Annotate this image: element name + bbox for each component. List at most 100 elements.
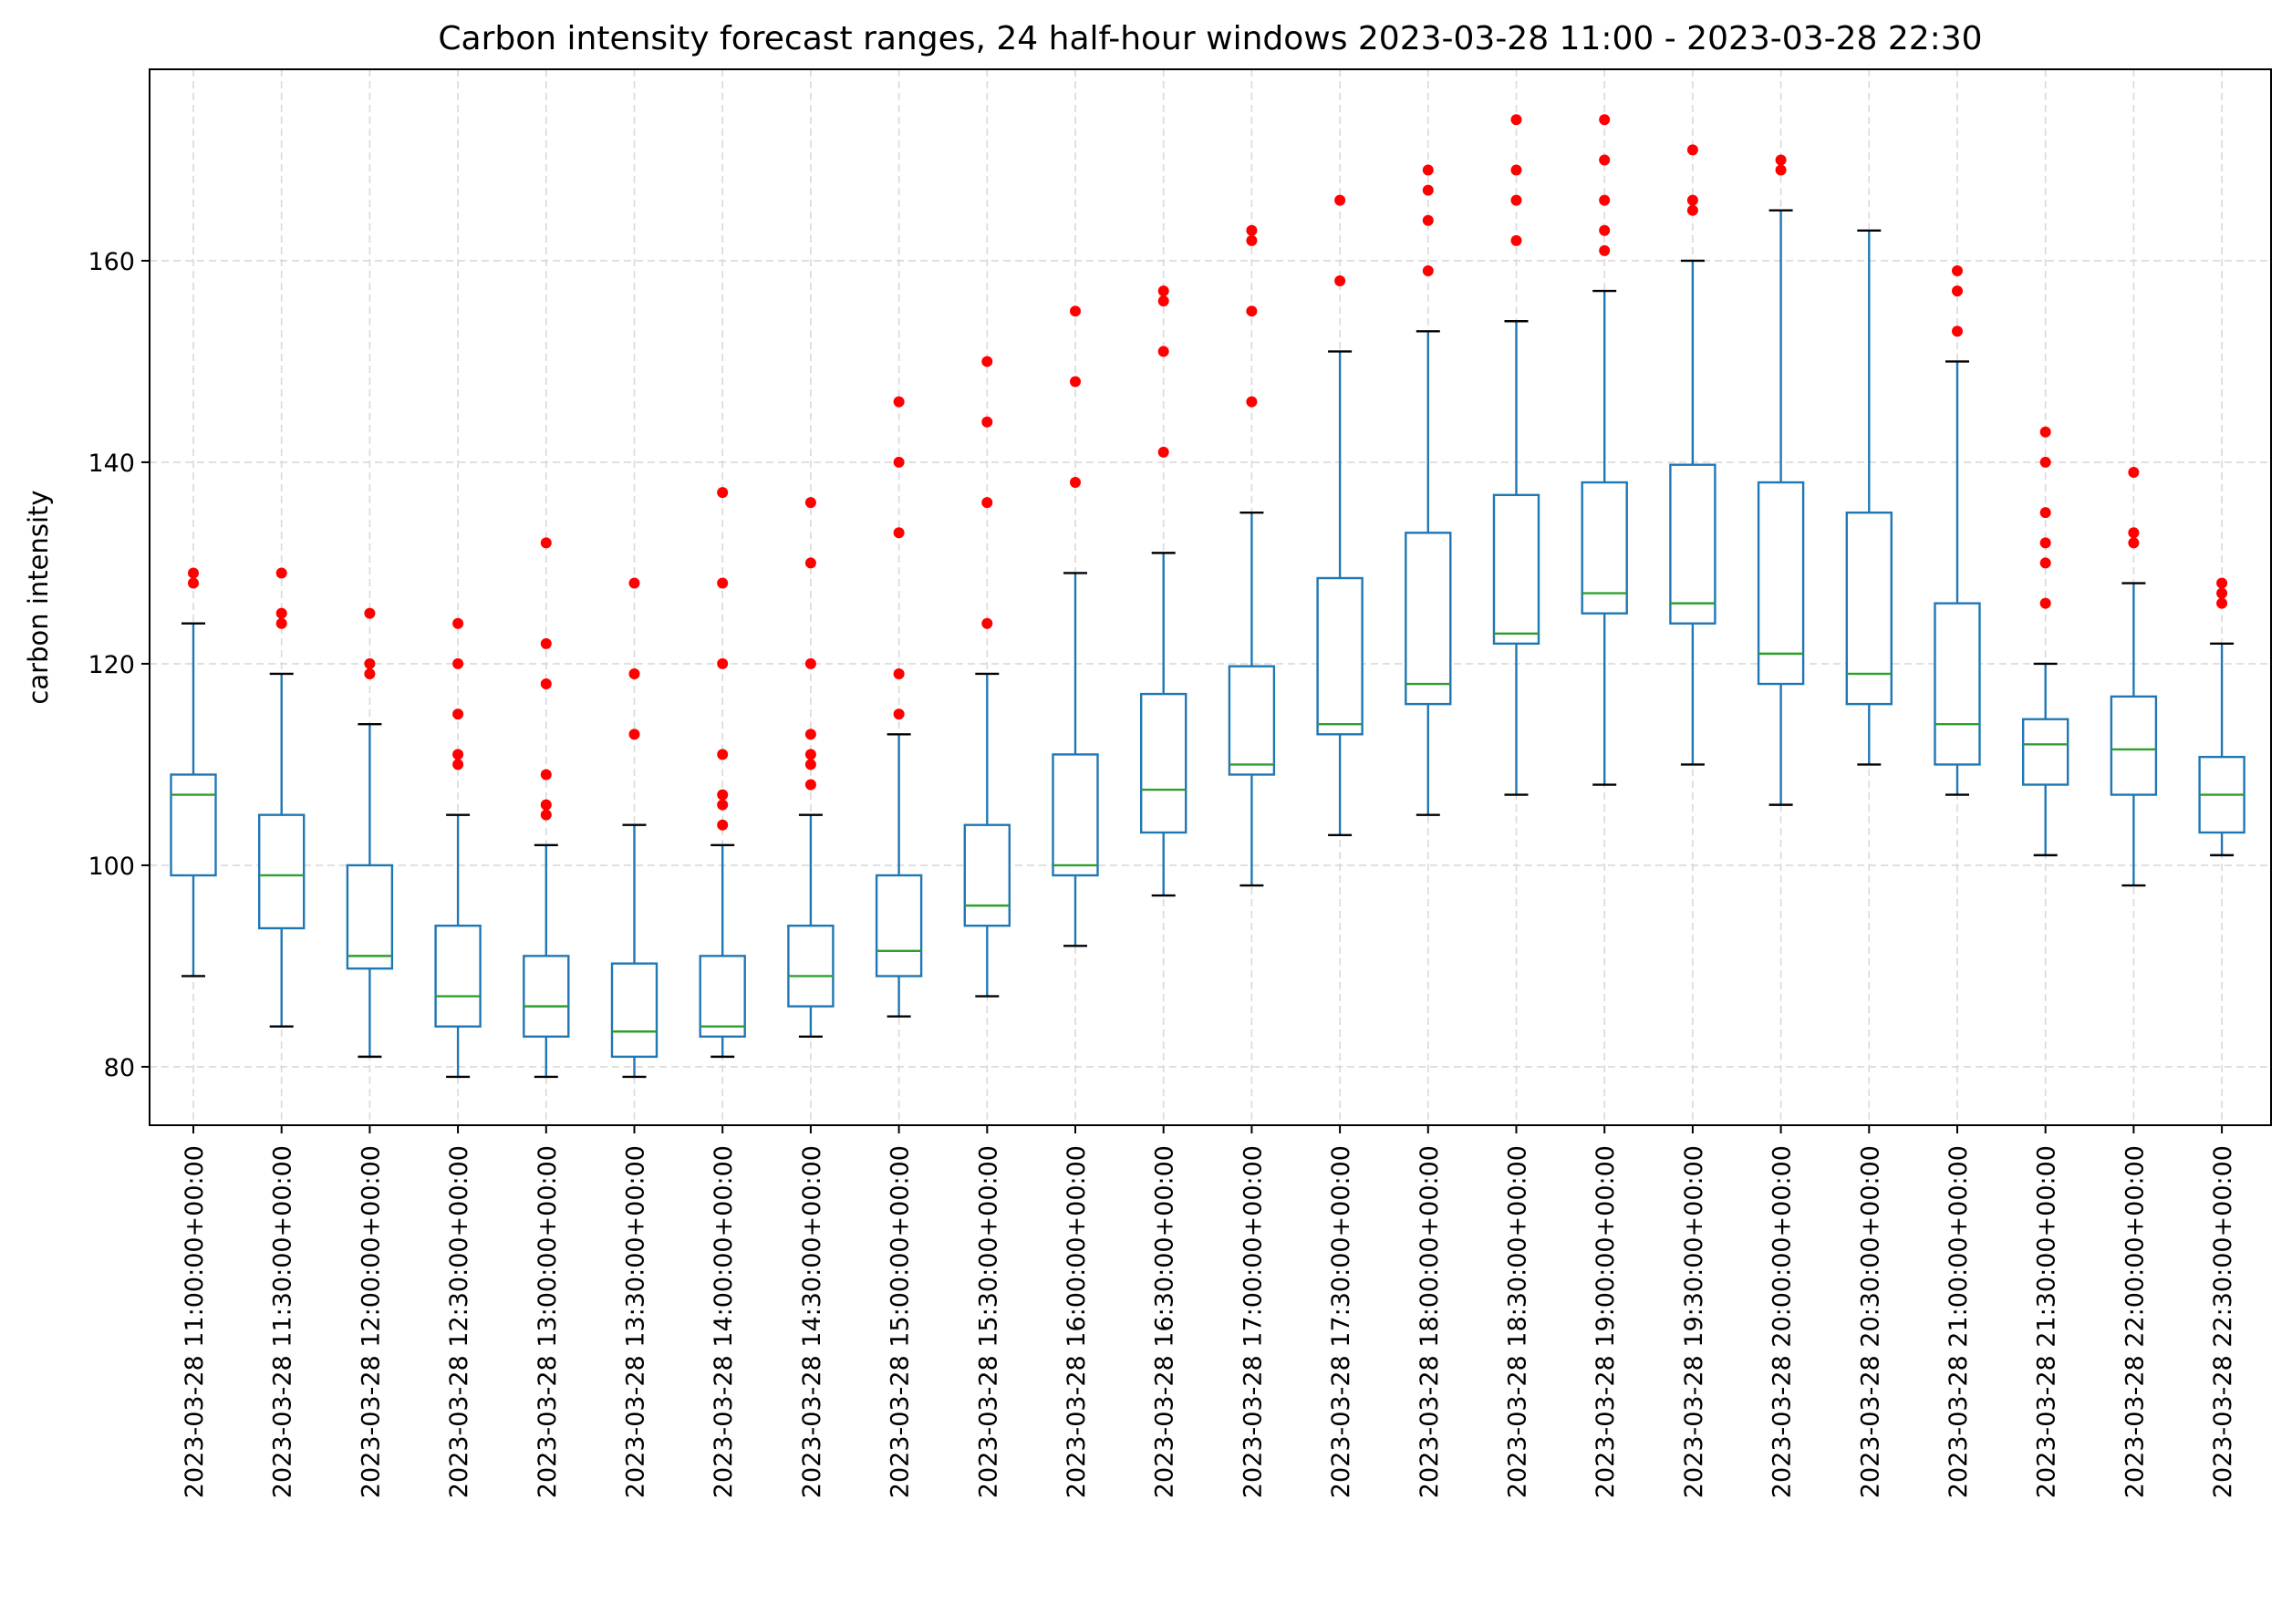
outlier-point bbox=[1775, 164, 1787, 176]
outlier-point bbox=[540, 537, 552, 549]
y-tick-label: 80 bbox=[104, 1054, 135, 1082]
iqr-box bbox=[787, 925, 835, 1008]
outlier-point bbox=[1952, 326, 1963, 337]
outlier-point bbox=[188, 577, 199, 589]
iqr-box bbox=[1934, 602, 1981, 766]
outlier-point bbox=[804, 779, 816, 791]
outlier-point bbox=[1510, 164, 1522, 176]
outlier-point bbox=[1599, 154, 1611, 166]
outlier-point bbox=[804, 497, 816, 509]
outlier-point bbox=[1334, 194, 1346, 206]
outlier-point bbox=[804, 657, 816, 669]
iqr-box bbox=[170, 773, 217, 877]
outlier-point bbox=[275, 567, 287, 579]
outlier-point bbox=[540, 799, 552, 811]
outlier-point bbox=[2039, 507, 2051, 519]
x-tick-label: 2023-03-28 16:30:00+00:00 bbox=[1151, 1145, 1179, 1498]
box-6 bbox=[610, 823, 659, 1079]
box-10 bbox=[963, 672, 1011, 998]
outlier-point bbox=[2039, 597, 2051, 609]
x-tick-label: 2023-03-28 16:00:00+00:00 bbox=[1063, 1145, 1091, 1498]
outlier-point bbox=[804, 749, 816, 760]
box-19 bbox=[1757, 209, 1805, 806]
box-14 bbox=[1316, 350, 1364, 836]
outlier-point bbox=[717, 799, 729, 811]
iqr-box bbox=[434, 925, 482, 1028]
outlier-point bbox=[1686, 144, 1698, 156]
outlier-point bbox=[2039, 456, 2051, 468]
outlier-point bbox=[1599, 194, 1611, 206]
outlier-point bbox=[628, 729, 640, 740]
outlier-point bbox=[1422, 214, 1434, 226]
outlier-point bbox=[1157, 446, 1169, 458]
outlier-point bbox=[540, 637, 552, 649]
outlier-point bbox=[1775, 154, 1787, 166]
iqr-box bbox=[523, 955, 570, 1038]
box-11 bbox=[1052, 572, 1099, 947]
x-tick-label: 2023-03-28 21:30:00+00:00 bbox=[2033, 1145, 2061, 1498]
x-tick-label: 2023-03-28 11:30:00+00:00 bbox=[269, 1145, 297, 1498]
box-18 bbox=[1669, 259, 1716, 766]
x-tick-label: 2023-03-28 18:30:00+00:00 bbox=[1504, 1145, 1532, 1498]
box-2 bbox=[258, 672, 306, 1028]
chart-title: Carbon intensity forecast ranges, 24 hal… bbox=[438, 20, 1982, 57]
x-tick-label: 2023-03-28 13:00:00+00:00 bbox=[534, 1145, 562, 1498]
iqr-box bbox=[1228, 665, 1276, 776]
outlier-point bbox=[1157, 295, 1169, 307]
box-12 bbox=[1139, 552, 1187, 897]
y-tick-label: 120 bbox=[88, 651, 135, 679]
outlier-point bbox=[1686, 204, 1698, 216]
outlier-point bbox=[893, 527, 905, 539]
iqr-box bbox=[1316, 576, 1364, 736]
x-tick-label: 2023-03-28 21:00:00+00:00 bbox=[1945, 1145, 1973, 1498]
x-tick-label: 2023-03-28 15:30:00+00:00 bbox=[974, 1145, 1002, 1498]
box-5 bbox=[523, 843, 570, 1079]
outlier-point bbox=[804, 557, 816, 569]
iqr-box bbox=[1052, 753, 1099, 877]
outlier-point bbox=[893, 667, 905, 679]
outlier-point bbox=[893, 396, 905, 408]
outlier-point bbox=[1599, 244, 1611, 256]
outlier-point bbox=[452, 749, 464, 760]
outlier-point bbox=[717, 819, 729, 831]
outlier-point bbox=[804, 759, 816, 771]
x-tick-label: 2023-03-28 22:00:00+00:00 bbox=[2121, 1145, 2149, 1498]
outlier-point bbox=[452, 657, 464, 669]
box-15 bbox=[1405, 330, 1452, 816]
outlier-point bbox=[1510, 194, 1522, 206]
outlier-point bbox=[2039, 557, 2051, 569]
y-tick-label: 160 bbox=[88, 248, 135, 276]
outlier-point bbox=[540, 678, 552, 690]
plot-area-frame bbox=[149, 68, 2272, 1126]
box-4 bbox=[434, 813, 482, 1079]
outlier-point bbox=[452, 709, 464, 720]
iqr-box bbox=[1669, 463, 1716, 625]
outlier-point bbox=[1246, 224, 1258, 236]
x-tick-label: 2023-03-28 12:30:00+00:00 bbox=[445, 1145, 473, 1498]
outlier-point bbox=[1246, 305, 1258, 317]
outlier-point bbox=[364, 607, 376, 619]
iqr-box bbox=[875, 874, 923, 978]
box-8 bbox=[787, 813, 835, 1038]
iqr-box bbox=[610, 962, 659, 1059]
tick-layer: 80 100 120 140 160 2023-03-28 11:00:00+00:00 2… bbox=[88, 248, 2237, 1498]
outlier-point bbox=[1952, 285, 1963, 297]
outlier-point bbox=[1599, 114, 1611, 126]
outlier-point bbox=[1246, 396, 1258, 408]
y-tick-label: 140 bbox=[88, 450, 135, 478]
outlier-point bbox=[1070, 305, 1081, 317]
iqr-box bbox=[1757, 481, 1805, 686]
iqr-box bbox=[346, 864, 394, 970]
outlier-point bbox=[1952, 264, 1963, 276]
x-tick-label: 2023-03-28 13:30:00+00:00 bbox=[622, 1145, 650, 1498]
outlier-point bbox=[1510, 114, 1522, 126]
outlier-point bbox=[2216, 587, 2228, 599]
outlier-point bbox=[1157, 285, 1169, 297]
outlier-point bbox=[452, 617, 464, 629]
outlier-point bbox=[717, 487, 729, 499]
box-13 bbox=[1228, 511, 1276, 887]
x-tick-label: 2023-03-28 19:00:00+00:00 bbox=[1592, 1145, 1620, 1498]
outlier-point bbox=[1334, 275, 1346, 287]
x-tick-label: 2023-03-28 17:00:00+00:00 bbox=[1239, 1145, 1267, 1498]
